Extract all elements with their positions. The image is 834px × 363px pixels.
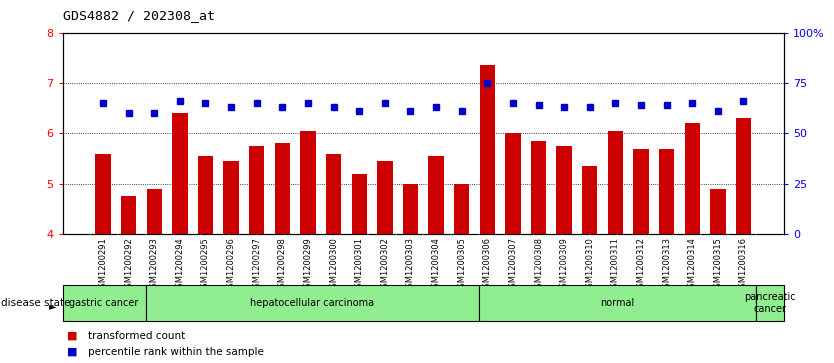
Bar <box>147 189 162 234</box>
Bar <box>198 156 214 234</box>
Bar <box>351 174 367 234</box>
Text: ■: ■ <box>67 347 78 357</box>
Bar <box>556 146 572 234</box>
Bar <box>403 184 418 234</box>
Bar <box>146 285 479 321</box>
Bar <box>326 154 341 234</box>
Bar <box>429 156 444 234</box>
Bar <box>274 143 290 234</box>
Bar <box>249 146 264 234</box>
Bar <box>454 184 470 234</box>
Text: pancreatic
cancer: pancreatic cancer <box>744 292 796 314</box>
Text: disease state: disease state <box>1 298 70 308</box>
Text: transformed count: transformed count <box>88 331 185 341</box>
Bar <box>756 285 784 321</box>
Bar <box>736 118 751 234</box>
Text: gastric cancer: gastric cancer <box>69 298 138 308</box>
Text: GDS4882 / 202308_at: GDS4882 / 202308_at <box>63 9 214 22</box>
Bar <box>531 141 546 234</box>
Bar <box>582 166 597 234</box>
Bar <box>377 161 393 234</box>
Text: hepatocellular carcinoma: hepatocellular carcinoma <box>250 298 374 308</box>
Bar <box>121 196 136 234</box>
Bar <box>505 134 520 234</box>
Bar <box>659 148 675 234</box>
Bar <box>63 285 146 321</box>
Text: ►: ► <box>49 301 57 311</box>
Text: ■: ■ <box>67 331 78 341</box>
Bar <box>480 65 495 234</box>
Bar <box>711 189 726 234</box>
Bar <box>685 123 700 234</box>
Bar <box>95 154 111 234</box>
Bar <box>608 131 623 234</box>
Bar <box>172 113 188 234</box>
Bar <box>300 131 315 234</box>
Bar <box>224 161 239 234</box>
Bar <box>633 148 649 234</box>
Bar <box>479 285 756 321</box>
Text: percentile rank within the sample: percentile rank within the sample <box>88 347 264 357</box>
Text: normal: normal <box>600 298 635 308</box>
